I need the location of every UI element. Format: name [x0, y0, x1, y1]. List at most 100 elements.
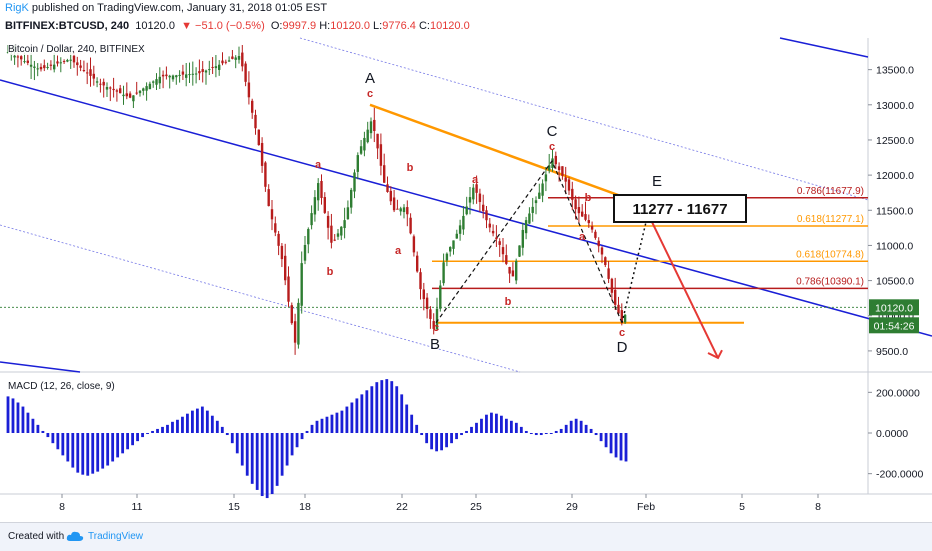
macd-bar: [81, 433, 85, 475]
macd-bar: [594, 433, 598, 436]
macd-bar: [195, 408, 199, 433]
macd-bar: [275, 433, 279, 486]
candle-body: [20, 56, 23, 60]
candle-body: [604, 257, 607, 265]
candle-body: [224, 61, 227, 63]
sub-wave-label: a: [395, 245, 402, 257]
symbol-line: BITFINEX:BTCUSD, 240 10120.0 ▼ −51.0 (−0…: [5, 20, 470, 32]
macd-bar: [390, 381, 394, 433]
macd-bar: [554, 430, 558, 433]
candle-body: [383, 165, 386, 183]
candle-body: [587, 220, 590, 224]
candle-body: [185, 74, 188, 78]
macd-bar: [440, 433, 443, 451]
macd-bar: [345, 406, 349, 433]
candle-body: [350, 189, 353, 208]
sub-wave-label: a: [315, 159, 322, 171]
candle-body: [218, 64, 221, 70]
candle-body: [310, 213, 313, 226]
footer-bar: Created with TradingView: [0, 522, 932, 551]
macd-bar: [71, 433, 75, 468]
candle-body: [188, 74, 191, 76]
candle-body: [610, 278, 614, 293]
macd-bar: [549, 433, 553, 434]
candle-body: [79, 65, 82, 68]
candle-body: [115, 90, 119, 92]
macd-bar: [320, 418, 324, 433]
macd-bar: [295, 433, 299, 448]
candle-body: [175, 75, 178, 78]
macd-bar: [490, 412, 493, 433]
candle-body: [145, 86, 148, 91]
macd-bar: [350, 402, 354, 433]
candle-body: [26, 60, 29, 63]
countdown-tag-label: 01:54:26: [874, 320, 915, 332]
candle-body: [429, 309, 432, 319]
projection-arrow-line: [647, 213, 719, 359]
candle-body: [274, 223, 277, 233]
macd-tick-label: 0.0000: [876, 428, 908, 440]
candle-body: [534, 200, 538, 204]
macd-bar: [131, 433, 134, 446]
macd-bar: [290, 433, 294, 456]
macd-bar: [21, 406, 25, 433]
candle-body: [284, 255, 287, 281]
price-chart[interactable]: 9500.010000.010500.011000.011500.012000.…: [0, 0, 932, 522]
channel-upper-line: [779, 37, 869, 58]
candle-body: [406, 207, 409, 215]
candle-body: [386, 184, 389, 192]
candle-body: [515, 260, 518, 281]
tradingview-brand[interactable]: TradingView: [88, 531, 144, 542]
macd-bar: [36, 424, 40, 433]
macd-bar: [186, 413, 189, 433]
candle-body: [158, 76, 161, 84]
candle-body: [171, 75, 175, 80]
macd-bar: [91, 433, 95, 474]
candle-body: [142, 88, 145, 91]
macd-bar: [205, 410, 209, 433]
candle-body: [501, 247, 505, 255]
macd-bar: [235, 433, 239, 454]
macd-bar: [161, 426, 164, 433]
candle-body: [449, 247, 452, 252]
macd-bar: [410, 414, 414, 433]
macd-bar: [335, 412, 339, 433]
candle-body: [518, 245, 521, 257]
macd-bar: [529, 433, 533, 435]
author-name[interactable]: RigK: [5, 2, 29, 14]
wave-label-e: E: [652, 173, 662, 190]
candle-body: [39, 66, 43, 70]
candle-body: [247, 82, 251, 98]
macd-bar: [405, 404, 409, 433]
macd-bar: [141, 433, 144, 438]
macd-bar: [101, 433, 105, 469]
macd-bar: [485, 414, 488, 433]
macd-bar: [250, 433, 254, 484]
candle-body: [231, 56, 234, 59]
wave-label-d: D: [617, 339, 628, 356]
candle-body: [511, 270, 515, 277]
candle-body: [109, 87, 112, 89]
candle-body: [290, 305, 293, 324]
macd-bar: [86, 433, 90, 476]
candle-body: [257, 129, 260, 146]
candle-body: [614, 289, 617, 305]
candle-body: [366, 129, 369, 143]
macd-bar: [495, 413, 498, 433]
macd-bar: [584, 424, 588, 433]
macd-bar: [480, 418, 483, 433]
sub-wave-label: c: [619, 327, 625, 339]
candle-body: [389, 190, 392, 202]
macd-bar: [191, 410, 194, 433]
candle-body: [458, 225, 462, 234]
candle-body: [419, 272, 422, 290]
candle-body: [122, 94, 125, 97]
time-tick-label: 22: [396, 501, 408, 513]
candle-body: [392, 197, 396, 211]
candle-body: [168, 75, 171, 78]
candle-body: [267, 189, 270, 207]
candle-body: [548, 165, 551, 171]
macd-bar: [176, 419, 179, 433]
candle-body: [594, 231, 597, 238]
channel-lower-line: [0, 361, 81, 373]
